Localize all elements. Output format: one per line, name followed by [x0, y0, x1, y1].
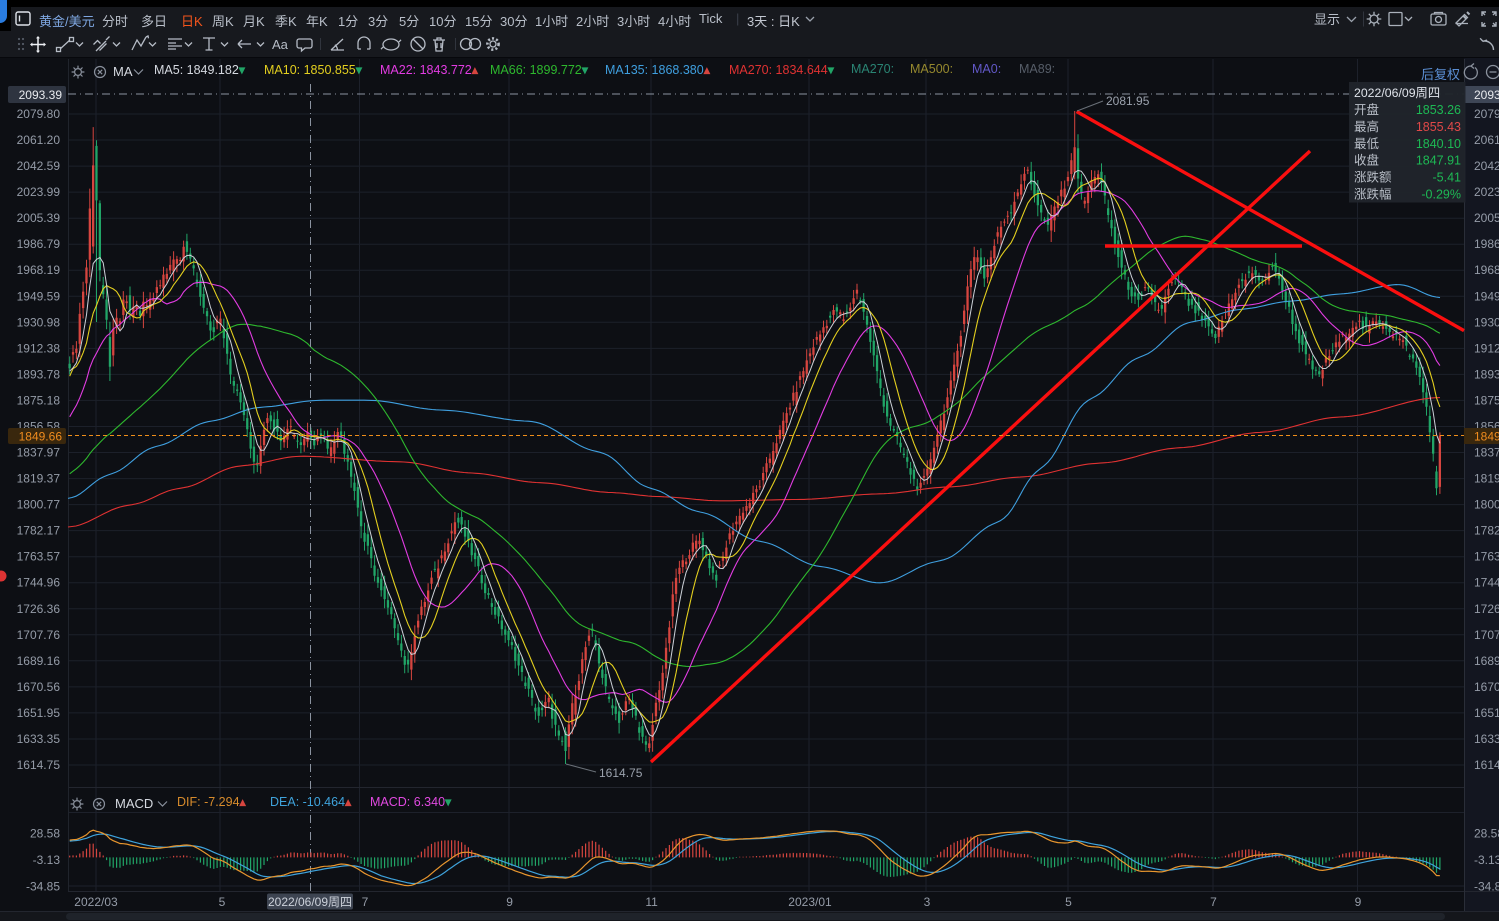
svg-text:1633.35: 1633.35 — [1474, 732, 1499, 746]
svg-text:5: 5 — [1065, 895, 1072, 909]
svg-text:1986.79: 1986.79 — [1474, 237, 1499, 251]
svg-text:1968.19: 1968.19 — [17, 263, 61, 277]
svg-text:2022/06/09周四: 2022/06/09周四 — [1354, 86, 1440, 100]
svg-text:28.58: 28.58 — [1474, 827, 1499, 841]
svg-text:9: 9 — [1355, 895, 1362, 909]
svg-text:-0.29%: -0.29% — [1421, 188, 1461, 202]
svg-text:2079.80: 2079.80 — [17, 107, 61, 121]
svg-text:2081.95: 2081.95 — [1106, 94, 1150, 108]
svg-text:1726.36: 1726.36 — [1474, 602, 1499, 616]
svg-text:5: 5 — [219, 895, 226, 909]
svg-text:1614.75: 1614.75 — [1474, 758, 1499, 772]
svg-text:-3.13: -3.13 — [33, 853, 61, 867]
svg-text:1912.38: 1912.38 — [1474, 341, 1499, 355]
svg-text:7: 7 — [1210, 895, 1217, 909]
svg-text:1819.37: 1819.37 — [1474, 472, 1499, 486]
svg-text:28.58: 28.58 — [30, 827, 60, 841]
svg-text:1800.77: 1800.77 — [17, 498, 61, 512]
svg-text:1930.98: 1930.98 — [1474, 315, 1499, 329]
svg-text:Aa: Aa — [272, 37, 289, 52]
svg-text:1614.75: 1614.75 — [599, 766, 643, 780]
svg-text:1726.36: 1726.36 — [17, 602, 61, 616]
svg-text:1707.76: 1707.76 — [17, 628, 61, 642]
svg-text:1763.57: 1763.57 — [1474, 550, 1499, 564]
svg-text:1986.79: 1986.79 — [17, 237, 61, 251]
svg-text:1968.19: 1968.19 — [1474, 263, 1499, 277]
svg-text:1853.26: 1853.26 — [1416, 103, 1461, 117]
svg-text:2005.39: 2005.39 — [1474, 211, 1499, 225]
svg-text:1912.38: 1912.38 — [17, 341, 61, 355]
svg-text:2093.39: 2093.39 — [1474, 88, 1499, 102]
svg-text:1800.77: 1800.77 — [1474, 498, 1499, 512]
svg-text:2093.39: 2093.39 — [19, 88, 63, 102]
svg-text:-5.41: -5.41 — [1433, 171, 1462, 185]
svg-text:MA: MA — [113, 64, 133, 79]
svg-text:1651.95: 1651.95 — [17, 706, 61, 720]
svg-text:最高: 最高 — [1354, 119, 1379, 134]
svg-text:2042.59: 2042.59 — [17, 159, 61, 173]
svg-text:1949.59: 1949.59 — [17, 289, 61, 303]
svg-text:-34.85: -34.85 — [1474, 879, 1499, 893]
svg-text:1782.17: 1782.17 — [17, 524, 61, 538]
svg-text:2023.99: 2023.99 — [1474, 185, 1499, 199]
svg-text:1651.95: 1651.95 — [1474, 706, 1499, 720]
svg-text:1837.97: 1837.97 — [17, 446, 61, 460]
svg-text:1707.76: 1707.76 — [1474, 628, 1499, 642]
svg-text:2023/01: 2023/01 — [788, 895, 832, 909]
svg-text:2022/03: 2022/03 — [74, 895, 118, 909]
svg-text:1744.96: 1744.96 — [17, 576, 61, 590]
svg-text:1837.97: 1837.97 — [1474, 446, 1499, 460]
svg-text:1744.96: 1744.96 — [1474, 576, 1499, 590]
svg-text:最低: 最低 — [1354, 137, 1380, 151]
svg-text:1840.10: 1840.10 — [1416, 137, 1461, 151]
svg-text:1782.17: 1782.17 — [1474, 524, 1499, 538]
svg-text:1875.18: 1875.18 — [1474, 393, 1499, 407]
svg-text:1763.57: 1763.57 — [17, 550, 61, 564]
svg-text:1949.59: 1949.59 — [1474, 289, 1499, 303]
svg-text:1875.18: 1875.18 — [17, 393, 61, 407]
svg-text:1849.66: 1849.66 — [1474, 430, 1499, 444]
svg-text:1819.37: 1819.37 — [17, 472, 61, 486]
svg-text:2079.80: 2079.80 — [1474, 107, 1499, 121]
svg-text:涨跌幅: 涨跌幅 — [1354, 187, 1392, 202]
svg-text:开盘: 开盘 — [1354, 102, 1379, 117]
svg-text:3: 3 — [924, 895, 931, 909]
svg-text:1930.98: 1930.98 — [17, 315, 61, 329]
svg-text:1633.35: 1633.35 — [17, 732, 61, 746]
svg-text:1670.56: 1670.56 — [17, 680, 61, 694]
svg-text:-34.85: -34.85 — [26, 879, 60, 893]
svg-text:2061.20: 2061.20 — [17, 133, 61, 147]
svg-text:1847.91: 1847.91 — [1416, 154, 1461, 168]
svg-text:2042.59: 2042.59 — [1474, 159, 1499, 173]
svg-text:9: 9 — [506, 895, 513, 909]
svg-text:显示: 显示 — [1314, 12, 1340, 27]
svg-text:收盘: 收盘 — [1354, 153, 1379, 168]
svg-text:1670.56: 1670.56 — [1474, 680, 1499, 694]
svg-text:1689.16: 1689.16 — [17, 654, 61, 668]
svg-text:1855.43: 1855.43 — [1416, 120, 1461, 134]
svg-text:2061.20: 2061.20 — [1474, 133, 1499, 147]
svg-text:-3.13: -3.13 — [1474, 853, 1499, 867]
svg-text:1689.16: 1689.16 — [1474, 654, 1499, 668]
svg-text:2005.39: 2005.39 — [17, 211, 61, 225]
svg-text:7: 7 — [362, 895, 369, 909]
svg-text:2022/06/09周四: 2022/06/09周四 — [268, 895, 352, 909]
svg-text:2023.99: 2023.99 — [17, 185, 61, 199]
svg-text:1614.75: 1614.75 — [17, 758, 61, 772]
svg-text:涨跌额: 涨跌额 — [1354, 170, 1392, 185]
svg-text:1849.66: 1849.66 — [19, 430, 63, 444]
svg-text:11: 11 — [645, 895, 658, 909]
svg-text:1893.78: 1893.78 — [17, 367, 61, 381]
svg-text:1893.78: 1893.78 — [1474, 367, 1499, 381]
svg-text:MACD: MACD — [115, 796, 153, 811]
